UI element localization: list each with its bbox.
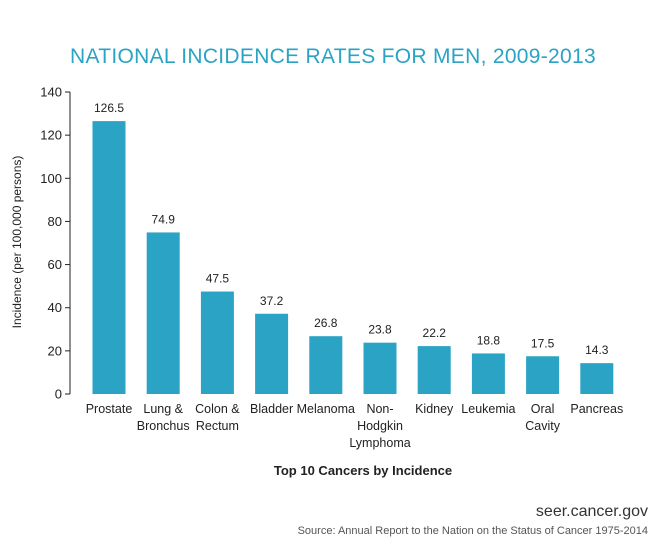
x-tick-label: Lung & Bronchus xyxy=(137,402,190,433)
data-label: 47.5 xyxy=(206,272,230,286)
bar xyxy=(146,232,180,394)
data-label: 74.9 xyxy=(152,212,176,226)
bar xyxy=(471,353,505,394)
bars xyxy=(92,121,614,394)
bar xyxy=(309,336,343,394)
y-tick-label: 40 xyxy=(48,300,62,315)
y-tick-label: 60 xyxy=(48,257,62,272)
data-labels: 126.5 74.9 47.5 37.2 26.8 23.8 22.2 18.8 17.5 14.… xyxy=(94,101,609,357)
x-tick-label: Leukemia xyxy=(461,402,515,416)
y-tick-label: 120 xyxy=(40,128,62,143)
bar xyxy=(363,342,397,394)
x-tick-label: Melanoma xyxy=(297,402,355,416)
y-axis-ticks: 0 20 40 60 80 100 120 140 xyxy=(40,85,70,402)
y-tick-label: 100 xyxy=(40,171,62,186)
data-label: 23.8 xyxy=(368,323,392,337)
bar xyxy=(200,291,234,394)
chart-title: NATIONAL INCIDENCE RATES FOR MEN, 2009-2… xyxy=(70,45,596,68)
x-tick-label: Bladder xyxy=(250,402,293,416)
x-tick-label: Colon & Rectum xyxy=(195,402,240,433)
data-label: 22.2 xyxy=(423,326,447,340)
data-label: 17.5 xyxy=(531,336,555,350)
x-tick-label: Pancreas xyxy=(570,402,623,416)
x-tick-label: Oral Cavity xyxy=(525,402,560,433)
y-tick-label: 20 xyxy=(48,343,62,358)
bar xyxy=(255,313,289,394)
data-label: 37.2 xyxy=(260,294,284,308)
data-label: 126.5 xyxy=(94,101,124,115)
x-axis-label: Top 10 Cancers by Incidence xyxy=(274,463,452,478)
bar xyxy=(417,346,451,394)
site-url: seer.cancer.gov xyxy=(536,503,648,520)
bar xyxy=(526,356,560,394)
x-tick-label: Kidney xyxy=(415,402,454,416)
bar xyxy=(580,363,614,394)
x-tick-label: Non-Hodgkin Lymphoma xyxy=(349,402,410,450)
data-label: 14.3 xyxy=(585,343,609,357)
y-tick-label: 80 xyxy=(48,214,62,229)
data-label: 26.8 xyxy=(314,316,338,330)
x-tick-label: Prostate xyxy=(86,402,133,416)
bar xyxy=(92,121,126,394)
source-note: Source: Annual Report to the Nation on t… xyxy=(298,525,648,537)
y-tick-label: 140 xyxy=(40,85,62,100)
data-label: 18.8 xyxy=(477,333,501,347)
y-tick-label: 0 xyxy=(55,387,62,402)
y-axis-label: Incidence (per 100,000 persons) xyxy=(10,156,24,329)
